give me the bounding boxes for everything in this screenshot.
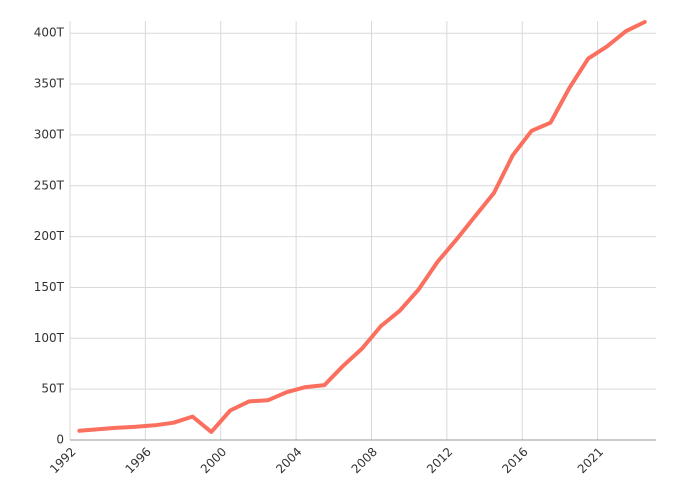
data-line — [77, 20, 647, 434]
y-tick-label: 0 — [56, 433, 64, 447]
y-tick-label: 50T — [41, 382, 64, 396]
x-tick-label: 2000 — [198, 445, 229, 476]
y-tick-label: 200T — [34, 229, 65, 243]
x-tick-label: 1992 — [47, 445, 78, 476]
y-tick-label: 300T — [34, 127, 65, 141]
y-tick-label: 100T — [34, 331, 65, 345]
x-tick-label: 1996 — [122, 445, 153, 476]
y-tick-label: 150T — [34, 280, 65, 294]
x-tick-label: 2021 — [575, 445, 606, 476]
x-tick-label: 2012 — [424, 445, 455, 476]
y-tick-label: 250T — [34, 178, 65, 192]
y-tick-label: 400T — [34, 26, 65, 40]
x-tick-label: 2016 — [499, 445, 530, 476]
x-tick-label: 2008 — [349, 445, 380, 476]
x-tick-label: 2004 — [273, 445, 304, 476]
y-tick-label: 350T — [34, 77, 65, 91]
